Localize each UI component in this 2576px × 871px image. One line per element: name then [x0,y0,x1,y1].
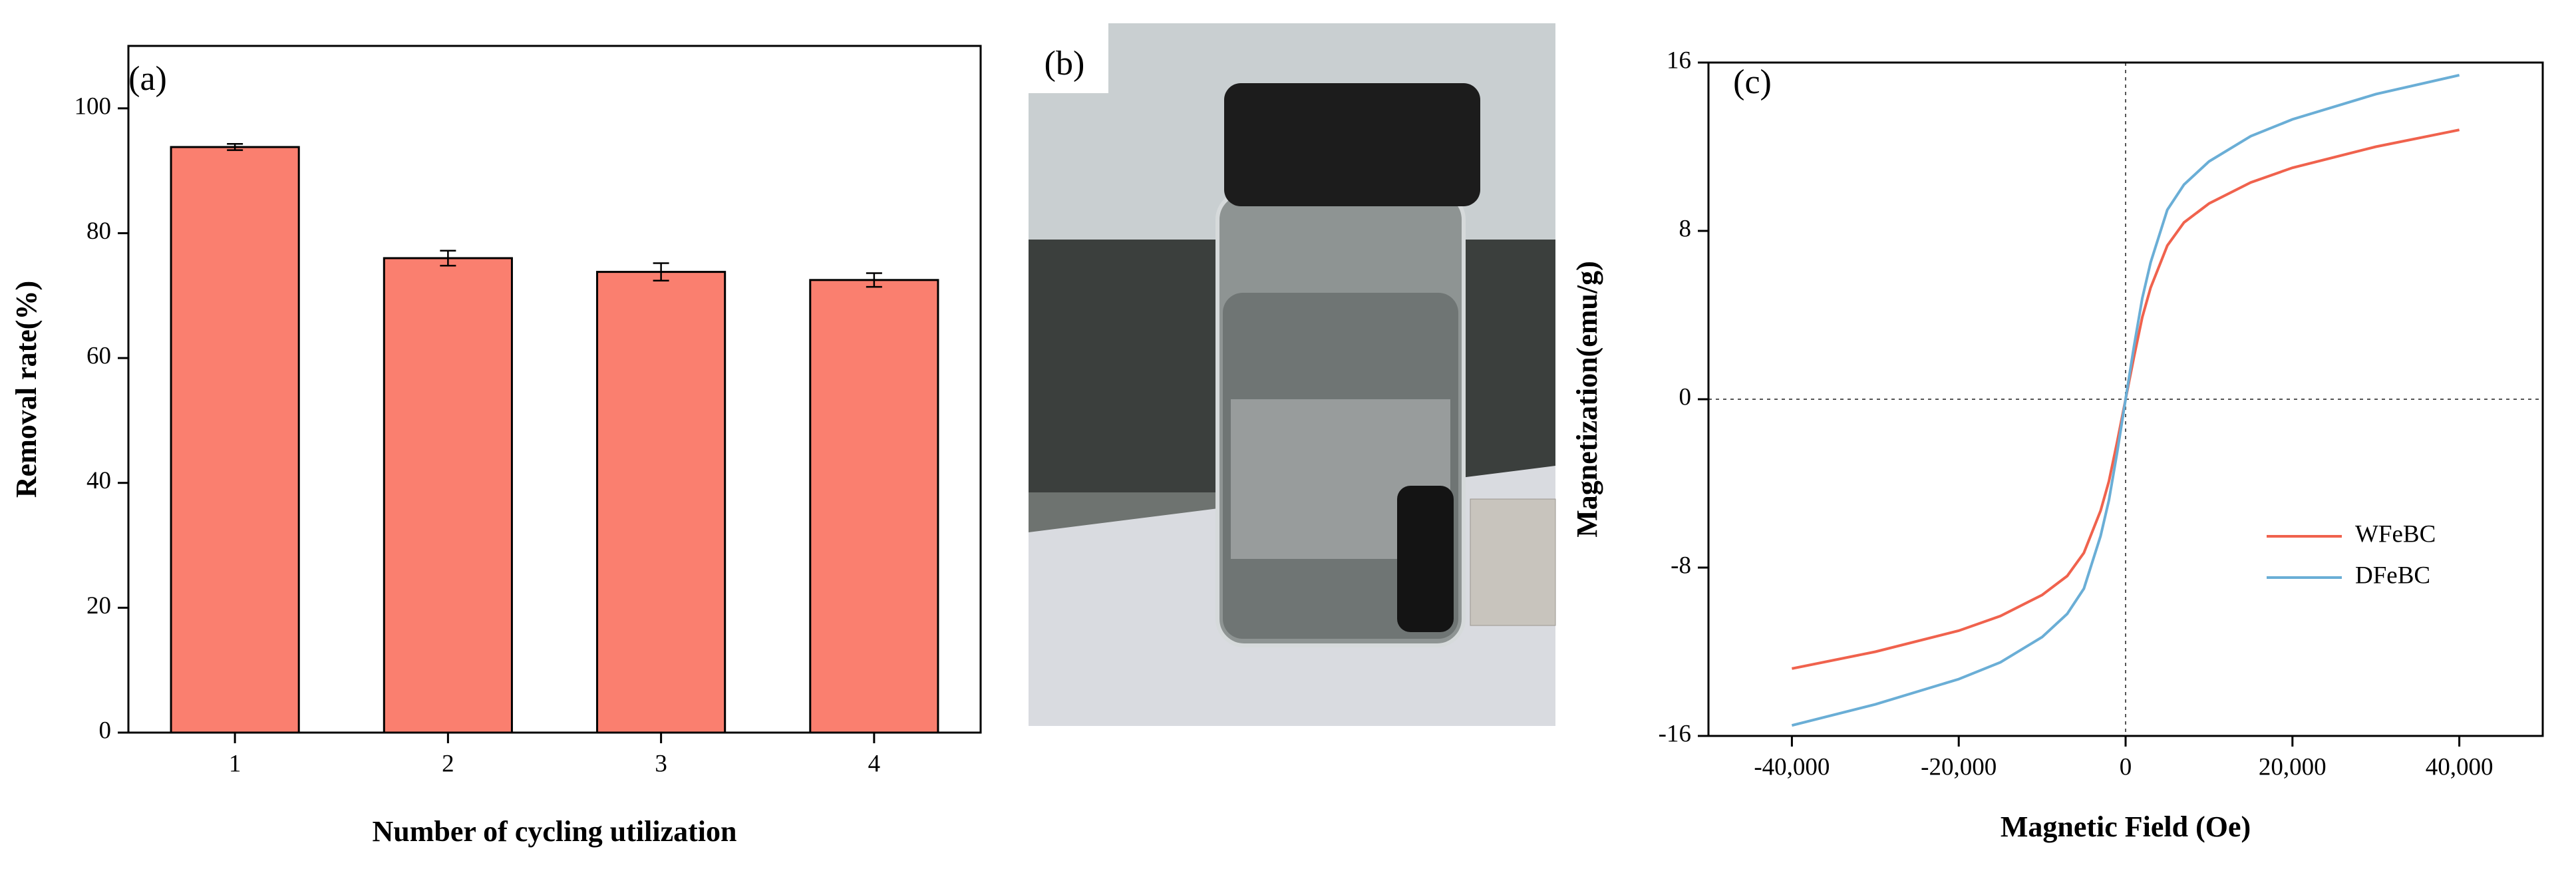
x-tick-label: -40,000 [1754,753,1830,781]
bar [596,271,726,734]
y-tick-label: 0 [1679,383,1692,411]
y-tick-label: 100 [75,92,112,120]
legend-label: WFeBC [2355,520,2436,548]
error-bar [653,262,669,282]
error-bar [440,250,456,267]
series-line [1791,74,2460,727]
x-axis-label: Number of cycling utilization [373,815,737,848]
y-axis-label: Magnetization(emu/g) [1571,261,1603,537]
bar [170,146,300,734]
y-tick-label: 8 [1679,215,1692,242]
x-tick-label: 40,000 [2426,753,2494,781]
y-tick-label: 60 [86,343,111,370]
x-tick-label: 20,000 [2259,753,2327,781]
x-axis-label: Magnetic Field (Oe) [2001,810,2251,843]
error-bar [866,272,882,288]
bar [383,257,513,734]
x-tick-label: 1 [229,750,242,777]
y-tick-label: -16 [1659,720,1691,747]
photo-panel: (b) [1029,23,1556,726]
x-tick-label: 2 [442,750,454,777]
chart-bar: 0 20 40 60 80 100 Number of cycling utilizatio… [10,45,982,848]
x-tick-label: 4 [868,750,881,777]
y-tick-label: -8 [1671,552,1691,579]
magnet [1470,498,1556,626]
bar [809,279,939,734]
x-tick-label: -20,000 [1921,753,1997,781]
y-tick-label: 16 [1667,47,1691,74]
plot-frame [1707,61,2544,737]
chart-line: -16 -8 0 8 16 Magnetic Field (Oe) Magnetizatio… [1571,47,2544,843]
panel-label: (a) [128,60,167,98]
vial-cap [1224,83,1480,206]
attracted-particles [1397,486,1454,632]
y-tick-label: 20 [86,592,111,619]
x-tick-label: 0 [2120,753,2132,781]
panel-label: (b) [1045,45,1085,83]
plot-frame [127,45,982,734]
y-tick-label: 0 [99,717,112,744]
y-tick-label: 80 [86,218,111,245]
legend-label: DFeBC [2355,562,2430,589]
label-box [1029,23,1108,93]
panel-label: (c) [1733,63,1772,101]
x-tick-label: 3 [655,750,667,777]
y-axis-label: Removal rate(%) [10,281,43,498]
error-bar [227,143,243,151]
y-tick-label: 40 [86,467,111,494]
